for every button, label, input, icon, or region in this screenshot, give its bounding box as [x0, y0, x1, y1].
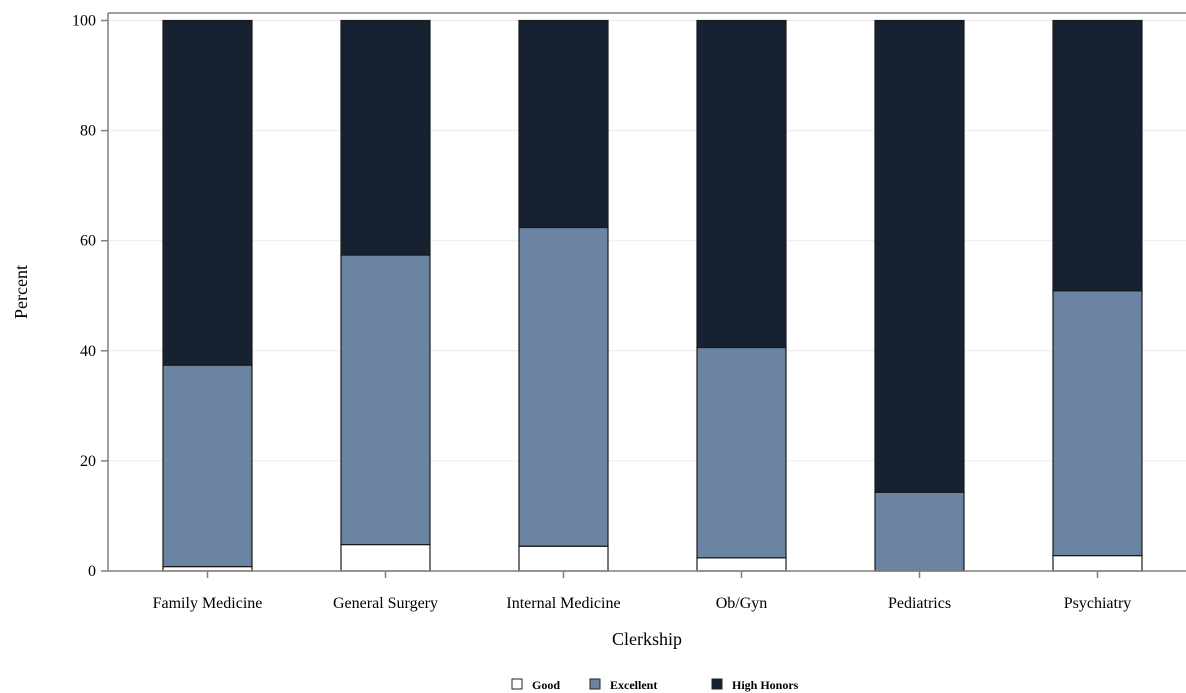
- x-ticks: Family Medicine General Surgery Internal M…: [153, 571, 1132, 612]
- legend-swatch: [511, 678, 523, 690]
- bar-segment-good: [340, 543, 431, 572]
- bar-segment-high-honors: [874, 19, 965, 493]
- bar-segment-excellent: [162, 364, 253, 568]
- legend-label: Good: [532, 678, 560, 692]
- x-tick-label: Family Medicine: [153, 595, 263, 612]
- x-tick-label: Ob/Gyn: [716, 595, 768, 612]
- y-tick-label: 100: [72, 13, 96, 30]
- x-tick-label: Internal Medicine: [506, 595, 620, 612]
- y-tick-label: 40: [80, 343, 96, 360]
- bar-segment-excellent: [874, 491, 965, 572]
- x-tick-label: Pediatrics: [888, 595, 951, 612]
- legend-swatch: [711, 678, 723, 690]
- bar-segment-excellent: [518, 226, 609, 547]
- y-tick-label: 80: [80, 123, 96, 140]
- bar-segment-high-honors: [340, 19, 431, 256]
- bars: [162, 19, 1143, 572]
- bar-segment-excellent: [1052, 290, 1143, 557]
- bar-segment-good: [696, 557, 787, 572]
- y-tick-label: 0: [88, 563, 96, 580]
- y-ticks: 0 20 40 60 80 100: [72, 13, 108, 580]
- bar-segment-high-honors: [518, 19, 609, 229]
- legend-label: High Honors: [732, 678, 799, 692]
- x-tick-label: Psychiatry: [1064, 595, 1132, 612]
- axes: [107, 12, 1186, 572]
- bar-segment-high-honors: [1052, 19, 1143, 292]
- y-tick-label: 60: [80, 233, 96, 250]
- bar-segment-excellent: [696, 346, 787, 559]
- bar-segment-good: [518, 545, 609, 572]
- bar-segment-high-honors: [162, 19, 253, 366]
- x-tick-label: General Surgery: [333, 595, 438, 612]
- legend-swatch: [589, 678, 601, 690]
- bar-segment-excellent: [340, 254, 431, 546]
- gridlines: [108, 20, 1186, 462]
- y-axis-title: Percent: [11, 265, 31, 319]
- legend: Good Excellent High Honors: [511, 678, 799, 692]
- y-tick-label: 20: [80, 453, 96, 470]
- x-axis-title: Clerkship: [612, 629, 682, 649]
- bar-segment-good: [1052, 554, 1143, 572]
- legend-label: Excellent: [610, 678, 657, 692]
- bar-segment-high-honors: [696, 19, 787, 349]
